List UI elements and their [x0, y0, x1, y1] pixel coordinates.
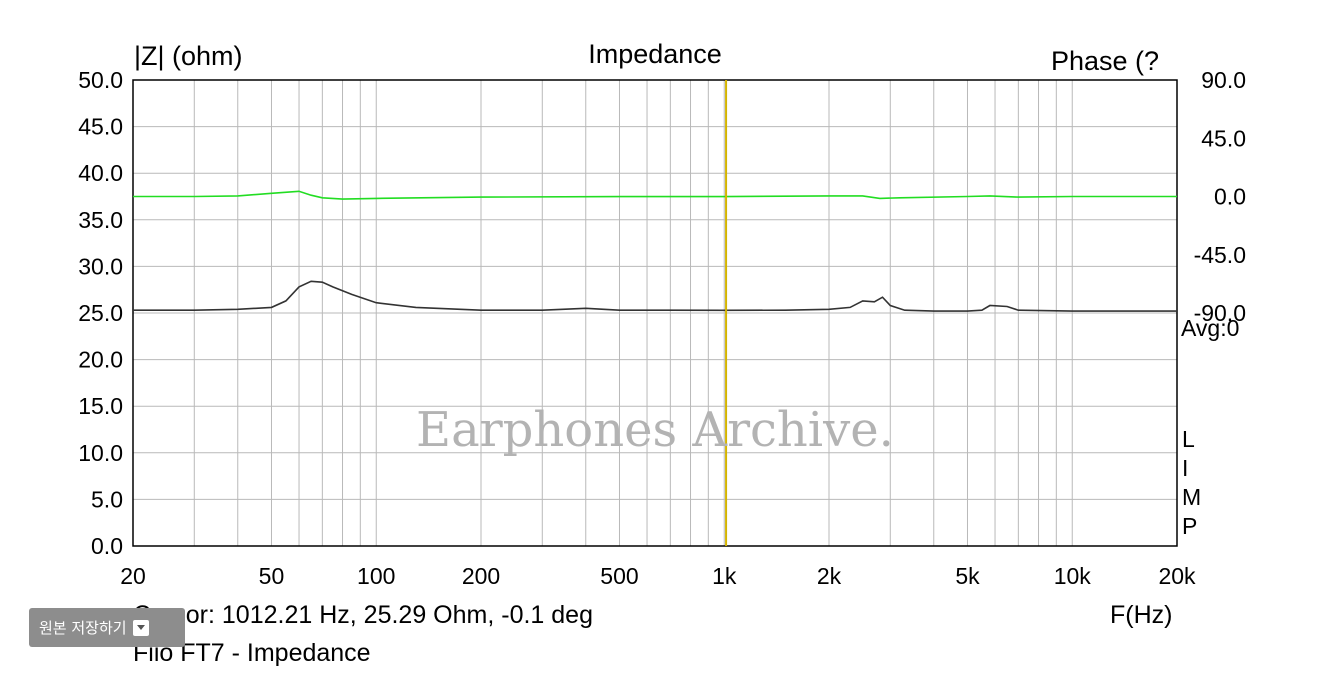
y2-tick-label: -90.0: [1194, 300, 1246, 326]
impedance-line: [133, 280, 1177, 312]
x-tick-label: 20k: [1158, 563, 1196, 589]
x-tick-label: 20: [120, 563, 146, 589]
avg-label: Avg:0: [1181, 315, 1239, 341]
limp-letter: M: [1182, 484, 1201, 510]
plot-frame: [132, 79, 1178, 547]
x-tick-label: 2k: [817, 563, 842, 589]
y-tick-label: 20.0: [78, 347, 123, 373]
save-original-label: 원본 저장하기: [39, 619, 127, 637]
y-tick-label: 50.0: [78, 67, 123, 93]
y2-axis-label: Phase (?: [1051, 46, 1159, 76]
cursor-readout: Cursor: 1012.21 Hz, 25.29 Ohm, -0.1 deg: [133, 601, 593, 629]
chart-grid: [132, 80, 1177, 546]
limp-letter: I: [1182, 455, 1188, 481]
x-tick-label: 10k: [1054, 563, 1092, 589]
phase-line: [133, 190, 1177, 200]
y-tick-label: 45.0: [78, 114, 123, 140]
chevron-down-icon[interactable]: [132, 619, 149, 636]
y-tick-label: 25.0: [78, 300, 123, 326]
y2-tick-label: 45.0: [1201, 125, 1246, 151]
x-axis-label: F(Hz): [1110, 601, 1173, 629]
y-tick-label: 5.0: [91, 486, 123, 512]
y-tick-label: 10.0: [78, 440, 123, 466]
y2-tick-label: 0.0: [1214, 184, 1246, 210]
limp-letter: P: [1182, 513, 1197, 539]
x-tick-label: 1k: [712, 563, 737, 589]
y-tick-label: 30.0: [78, 253, 123, 279]
y2-tick-label: 90.0: [1201, 67, 1246, 93]
y-tick-label: 40.0: [78, 160, 123, 186]
y-axis-label: |Z| (ohm): [134, 41, 243, 71]
save-original-button[interactable]: 원본 저장하기: [29, 608, 185, 647]
x-tick-label: 500: [600, 563, 638, 589]
limp-letter: L: [1182, 426, 1195, 452]
y2-tick-label: -45.0: [1194, 242, 1246, 268]
x-tick-label: 5k: [955, 563, 980, 589]
x-tick-label: 50: [259, 563, 285, 589]
x-tick-label: 100: [357, 563, 395, 589]
tick-labels: 0.0 5.0 10.0 15.0 20.0 25.0 30.0 35.0 40.0 45.0 50…: [78, 67, 1246, 589]
series-layer: [133, 190, 1177, 312]
x-tick-label: 200: [462, 563, 500, 589]
y-tick-label: 35.0: [78, 207, 123, 233]
y-tick-label: 15.0: [78, 393, 123, 419]
chart-title: Impedance: [588, 39, 722, 69]
y-tick-label: 0.0: [91, 533, 123, 559]
watermark: Earphones Archive.: [416, 402, 894, 458]
